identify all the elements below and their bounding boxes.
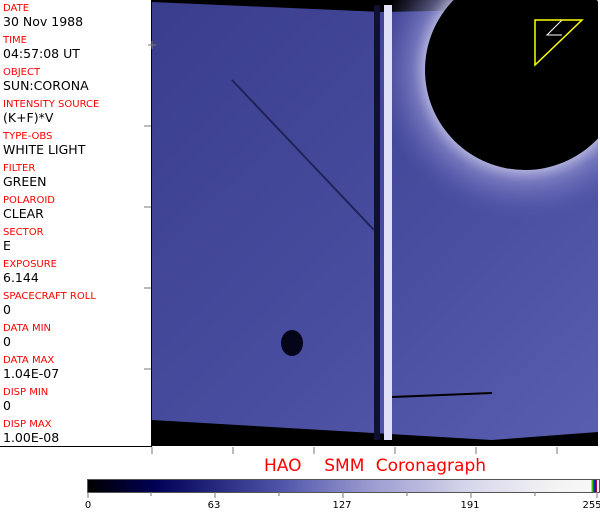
field-label: OBJECT <box>3 67 41 78</box>
field-label: SPACECRAFT ROLL <box>3 291 96 302</box>
colorbar-label: 191 <box>460 500 480 511</box>
field-label: EXPOSURE <box>3 259 58 270</box>
field-exposure: EXPOSURE 6.144 <box>3 259 57 285</box>
plot-title: HAO SMM Coronagraph <box>263 456 487 476</box>
field-value: (K+F)*V <box>3 110 54 125</box>
field-time: TIME 04:57:08 UT <box>3 35 80 61</box>
field-data-min: DATA MIN 0 <box>3 323 51 349</box>
coronagraph-image <box>152 0 600 446</box>
metadata-panel: DATE 30 Nov 1988 TIME 04:57:08 UT OBJECT SUN:… <box>0 0 152 447</box>
field-object: OBJECT SUN:CORONA <box>3 67 89 93</box>
field-value: E <box>3 238 11 253</box>
field-disp-min: DISP MIN 0 <box>3 387 48 413</box>
field-label: SECTOR <box>3 227 44 238</box>
field-label: FILTER <box>3 163 36 174</box>
field-value: 0 <box>3 334 11 349</box>
colorbar-overlay-colors <box>591 480 597 492</box>
field-date: DATE 30 Nov 1988 <box>3 3 83 29</box>
field-polaroid: POLAROID CLEAR <box>3 195 55 221</box>
field-label: TYPE-OBS <box>3 131 53 142</box>
field-label: INTENSITY SOURCE <box>3 99 100 110</box>
field-label: DATE <box>3 3 30 14</box>
field-type-obs: TYPE-OBS WHITE LIGHT <box>3 131 85 157</box>
field-value: 04:57:08 UT <box>3 46 80 61</box>
field-value: CLEAR <box>3 206 44 221</box>
colorbar-label: 127 <box>332 500 352 511</box>
field-label: DATA MAX <box>3 355 55 366</box>
field-sector: SECTOR E <box>3 227 44 253</box>
field-value: WHITE LIGHT <box>3 142 86 157</box>
field-spacecraft-roll: SPACECRAFT ROLL 0 <box>3 291 96 317</box>
field-value: 6.144 <box>3 270 39 285</box>
field-value: 0 <box>3 398 11 413</box>
field-filter: FILTER GREEN <box>3 163 47 189</box>
colorbar-label: 0 <box>84 500 92 511</box>
field-label: DISP MAX <box>3 419 52 430</box>
field-label: DISP MIN <box>3 387 49 398</box>
field-value: 0 <box>3 302 11 317</box>
field-data-max: DATA MAX 1.04E-07 <box>3 355 59 381</box>
field-value: 30 Nov 1988 <box>3 14 84 29</box>
field-disp-max: DISP MAX 1.00E-08 <box>3 419 59 445</box>
field-label: POLAROID <box>3 195 56 206</box>
field-label: TIME <box>3 35 28 46</box>
field-value: SUN:CORONA <box>3 78 89 93</box>
field-intensity-source: INTENSITY SOURCE (K+F)*V <box>3 99 99 125</box>
field-value: GREEN <box>3 174 47 189</box>
colorbar-label: 255 <box>582 500 600 511</box>
field-value: 1.04E-07 <box>3 366 60 381</box>
colorbar-label: 63 <box>207 500 221 511</box>
colorbar <box>87 479 600 493</box>
field-label: DATA MIN <box>3 323 51 334</box>
field-value: 1.00E-08 <box>3 430 60 445</box>
